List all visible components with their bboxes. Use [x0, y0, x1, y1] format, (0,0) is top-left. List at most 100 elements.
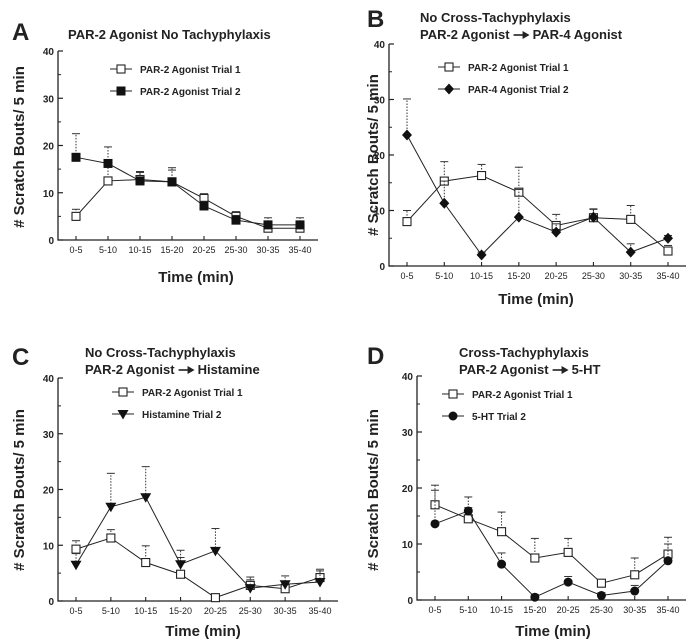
x-tick-label: 35-40: [288, 245, 311, 255]
data-point: [71, 211, 81, 221]
series-2: [430, 489, 673, 602]
legend-label: PAR-2 Agonist Trial 1: [140, 65, 241, 76]
y-tick-label: 40: [374, 40, 386, 51]
data-point: [625, 246, 636, 258]
panel-letter: B: [367, 6, 384, 33]
legend-entry-1: PAR-2 Agonist Trial 1: [110, 64, 241, 76]
legend-marker: [117, 410, 129, 420]
chart-title-line-3: Histamine: [198, 362, 260, 377]
chart-title-line-1: No Cross-Tachyphylaxis: [420, 10, 571, 25]
legend-entry-1: PAR-2 Agonist Trial 1: [442, 389, 573, 401]
series-2: [402, 98, 673, 261]
data-point: [463, 506, 473, 516]
data-point: [279, 580, 291, 590]
data-point: [530, 553, 540, 563]
series-line: [75, 496, 321, 589]
title-arrow-head: [522, 31, 530, 39]
y-tick-label: 30: [374, 96, 386, 107]
axes: [57, 51, 318, 241]
y-tick-label: 0: [407, 596, 413, 607]
y-tick-label: 30: [43, 94, 55, 105]
x-tick-label: 35-40: [656, 271, 679, 281]
x-tick-label: 30-35: [256, 245, 279, 255]
x-tick-label: 10-15: [490, 605, 513, 615]
data-point: [588, 211, 599, 223]
x-tick-label: 30-35: [619, 271, 642, 281]
x-axis-label: Time (min): [498, 291, 574, 308]
y-axis-label: # Scratch Bouts/ 5 min: [11, 66, 28, 228]
series-line: [406, 175, 669, 252]
x-tick-label: 25-30: [224, 245, 247, 255]
data-point: [551, 226, 562, 238]
data-point: [263, 220, 273, 230]
data-point: [231, 215, 241, 225]
y-tick-label: 40: [402, 372, 414, 383]
legend-entry-1: PAR-2 Agonist Trial 1: [438, 62, 569, 74]
x-tick-label: 20-25: [545, 271, 568, 281]
x-tick-label: 10-15: [128, 245, 151, 255]
x-tick-label: 0-5: [428, 605, 441, 615]
y-tick-label: 0: [48, 236, 54, 247]
legend-label: Histamine Trial 2: [142, 410, 222, 421]
data-point: [402, 129, 412, 141]
y-tick-label: 30: [402, 428, 414, 439]
panel-letter: C: [12, 344, 29, 371]
x-tick-label: 0-5: [400, 271, 413, 281]
series-2: [71, 133, 305, 230]
chart-title: PAR-2 Agonist No Tachyphylaxis: [68, 27, 271, 42]
x-tick-label: 20-25: [557, 605, 580, 615]
x-tick-label: 15-20: [160, 245, 183, 255]
data-point: [106, 533, 116, 543]
legend-marker: [116, 64, 126, 74]
data-point: [596, 578, 606, 588]
data-point: [497, 527, 507, 537]
data-point: [71, 544, 81, 554]
x-tick-label: 0-5: [69, 245, 82, 255]
axes: [416, 376, 686, 601]
y-tick-label: 10: [43, 189, 55, 200]
data-point: [135, 176, 145, 186]
legend-marker: [118, 387, 128, 397]
legend-label: PAR-2 Agonist Trial 2: [140, 87, 241, 98]
y-axis-label: # Scratch Bouts/ 5 min: [365, 409, 382, 571]
axes: [388, 44, 686, 267]
legend-marker: [116, 86, 126, 96]
y-tick-label: 40: [43, 47, 55, 58]
x-tick-label: 25-30: [239, 606, 262, 616]
chart-title-line-1: No Cross-Tachyphylaxis: [85, 345, 236, 360]
panel-D: D Cross-Tachyphylaxis PAR-2 Agonist 5-HT 0 10…: [365, 343, 686, 640]
x-tick-label: 0-5: [69, 606, 82, 616]
data-point: [105, 502, 117, 513]
data-point: [626, 214, 636, 224]
x-tick-label: 15-20: [523, 605, 546, 615]
series-1: [71, 529, 325, 603]
legend-label: PAR-2 Agonist Trial 1: [468, 63, 569, 74]
data-point: [295, 220, 305, 230]
series-line: [406, 134, 669, 256]
data-point: [167, 177, 177, 187]
chart-title-line-3: 5-HT: [572, 362, 601, 377]
series-2: [70, 466, 326, 594]
data-point: [175, 560, 187, 570]
data-point: [176, 569, 186, 579]
x-tick-label: 25-30: [582, 271, 605, 281]
data-point: [663, 246, 673, 256]
x-tick-label: 20-25: [204, 606, 227, 616]
legend-entry-1: PAR-2 Agonist Trial 1: [112, 387, 243, 399]
y-axis-label: # Scratch Bouts/ 5 min: [365, 74, 382, 236]
x-tick-label: 30-35: [623, 605, 646, 615]
data-point: [140, 493, 152, 503]
data-point: [497, 559, 507, 569]
panel-letter: D: [367, 343, 384, 370]
legend-label: PAR-2 Agonist Trial 1: [472, 390, 573, 401]
data-point: [402, 217, 412, 227]
y-tick-label: 30: [43, 430, 55, 441]
data-point: [663, 556, 673, 566]
data-point: [530, 592, 540, 602]
chart-title-line-2: PAR-2 Agonist: [420, 27, 510, 42]
y-tick-label: 20: [402, 484, 414, 495]
y-tick-label: 0: [48, 597, 54, 608]
data-point: [70, 560, 82, 571]
data-point: [439, 197, 450, 209]
chart-title-line-2: PAR-2 Agonist: [85, 362, 175, 377]
